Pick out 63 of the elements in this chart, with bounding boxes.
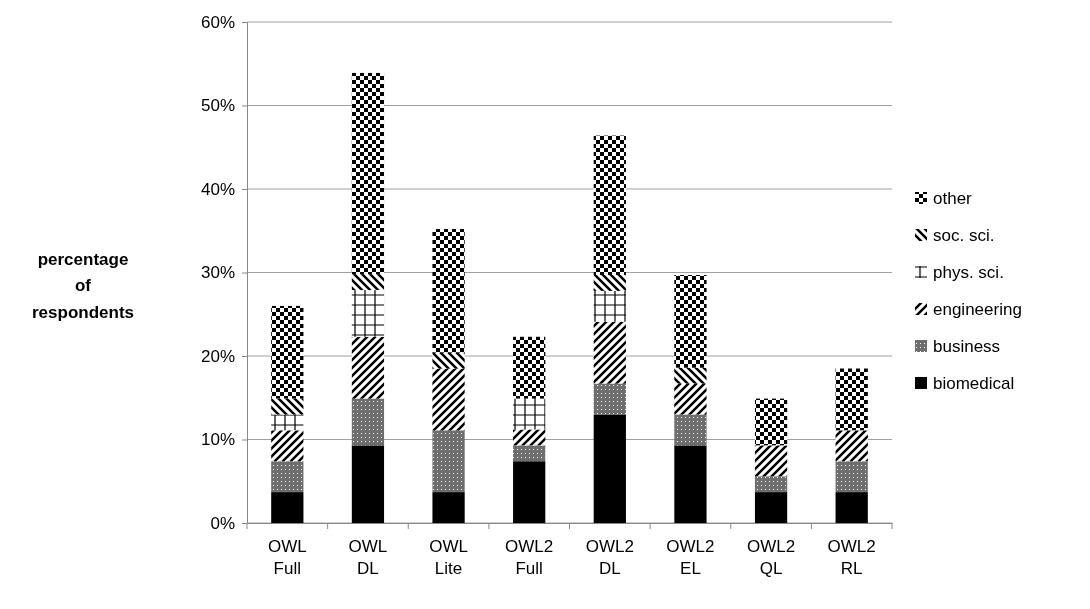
y-tick-label: 30% — [200, 263, 235, 283]
bar — [593, 135, 626, 276]
bar — [674, 445, 707, 523]
bar — [593, 321, 626, 384]
bar — [432, 492, 465, 523]
bar — [593, 290, 626, 322]
bar — [271, 398, 304, 415]
bar — [513, 336, 546, 399]
bar — [351, 290, 385, 337]
bar — [271, 430, 304, 462]
x-tick-label: OWL2 QL — [746, 537, 796, 579]
legend-label: business — [933, 337, 1001, 356]
bar — [513, 398, 546, 430]
x-tick-label: OWL2 Full — [505, 537, 554, 579]
x-tick-label: OWL2 RL — [827, 537, 876, 579]
x-tick-label: OWL2 DL — [585, 537, 634, 579]
bar — [351, 72, 385, 275]
bar — [351, 336, 385, 399]
bar — [754, 476, 788, 493]
bar — [754, 445, 788, 477]
legend-label: biomedical — [933, 374, 1015, 393]
y-tick-label: 20% — [200, 346, 235, 366]
bar — [432, 368, 465, 431]
y-tick-label: 50% — [200, 96, 235, 116]
bar — [593, 383, 626, 415]
bar — [835, 461, 868, 493]
y-tick-label: 40% — [200, 179, 235, 199]
bar — [674, 275, 707, 368]
bar — [432, 229, 465, 353]
bar — [351, 274, 385, 291]
legend-label: other — [933, 189, 973, 208]
legend-label: phys. sci. — [933, 263, 1004, 282]
x-tick-label: OWL DL — [348, 537, 388, 579]
bar — [835, 492, 868, 523]
y-tick-label: 60% — [200, 12, 235, 32]
bar — [835, 368, 868, 431]
y-tick-label: 10% — [200, 430, 235, 450]
bar — [513, 445, 546, 462]
bar — [754, 398, 788, 446]
bar — [271, 414, 304, 431]
bar — [351, 445, 385, 523]
legend-label: engineering — [933, 300, 1022, 319]
bar — [674, 414, 707, 446]
bar — [432, 430, 465, 493]
x-tick-label: OWL Lite — [429, 537, 468, 579]
bar — [271, 492, 304, 523]
x-tick-label: OWL2 EL — [666, 537, 715, 579]
bar — [271, 461, 304, 493]
y-axis-title: percentage of respondents — [31, 250, 135, 322]
bar — [351, 398, 385, 446]
bar — [754, 492, 788, 523]
legend-label: soc. sci. — [933, 226, 995, 245]
y-tick-label: 0% — [210, 513, 235, 533]
bar — [835, 430, 868, 462]
bar — [593, 275, 626, 291]
bar — [271, 305, 304, 399]
bar — [513, 429, 546, 446]
bar — [432, 352, 465, 369]
bar — [674, 383, 707, 415]
bar — [674, 367, 707, 384]
x-tick-label: OWL Full — [267, 537, 307, 579]
bar — [513, 461, 546, 523]
bar — [593, 414, 626, 523]
